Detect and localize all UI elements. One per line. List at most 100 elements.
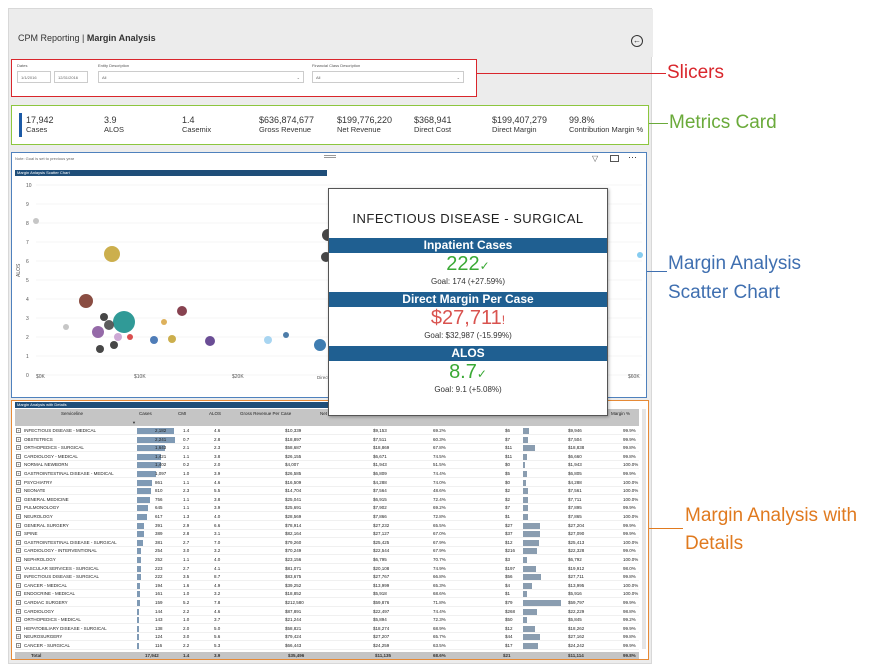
expand-icon[interactable]: + [16,600,21,605]
margin-databar [523,496,528,503]
expand-icon[interactable]: + [16,565,21,571]
expand-icon[interactable]: + [16,634,21,640]
expand-icon[interactable]: + [16,574,21,580]
expand-icon[interactable]: + [16,462,21,468]
table-row[interactable]: + PULMONOLOGY 645 1.1 3.9 $25,691 $7,902 69.2% $… [15,504,639,513]
expand-icon[interactable]: + [16,531,21,537]
table-row[interactable]: + INFECTIOUS DISEASE - SURGICAL 222 3.5 8.7 $… [15,573,639,582]
expand-icon[interactable]: + [16,445,21,451]
table-row[interactable]: + GENERAL SURGERY 391 2.9 6.6 $78,914 $27,232 6… [15,522,639,530]
expand-icon[interactable]: + [16,514,21,519]
expand-icon[interactable]: + [16,496,21,502]
col-alos[interactable]: ALOS [209,411,222,416]
expand-icon[interactable]: + [16,436,21,442]
scatter-point [161,319,167,325]
scatter-point [150,336,158,344]
table-row[interactable]: + CARDIAC SURGERY 159 5.2 7.8 $212,580 $59,876… [15,599,639,607]
col-cases[interactable]: Cases [139,411,152,416]
table-scrollbar[interactable] [642,409,646,649]
dates-slicer[interactable]: Dates 1/1/2016 12/31/2016 [17,63,91,83]
table-row[interactable]: + CARDIOLOGY - INTERVENTIONAL 254 3.0 3.2 $70… [15,547,639,556]
table-row[interactable]: + SPINE 389 2.8 3.1 $82,164 $27,127 67.0% $37 $27… [15,530,639,539]
table-row[interactable]: + ORTHOPEDICS - MEDICAL 143 1.0 3.7 $21,244 $5… [15,616,639,625]
scatter-point [100,313,108,321]
expand-icon[interactable]: + [16,428,21,433]
cases-databar [137,557,142,563]
sort-arrow-icon[interactable]: ▼ [132,420,136,425]
scatter-point [205,336,215,346]
expand-icon[interactable]: + [16,591,21,597]
expand-icon[interactable]: + [16,548,21,554]
table-row[interactable]: + VASCULAR SERVICES - SURGICAL 223 2.7 4.1 $8… [15,565,639,573]
table-row[interactable]: + ENDOCRINE - MEDICAL 161 1.0 3.2 $18,852 $5,9… [15,590,639,599]
expand-icon[interactable]: + [16,617,21,623]
entity-slicer[interactable]: Entity Description All ⌄ [98,63,304,83]
details-title: Margin Analysis with Details [15,402,333,408]
table-row[interactable]: + GASTROINTESTINAL DISEASE - MEDICAL 1,097… [15,470,639,478]
y-tick-label: 4 [26,297,29,303]
financial-class-dropdown[interactable]: All ⌄ [312,71,464,83]
scatter-point [264,336,272,344]
margin-databar [523,634,541,641]
drag-handle[interactable] [324,155,336,158]
expand-icon[interactable]: + [16,539,21,545]
table-row[interactable]: + CARDIOLOGY 144 2.2 4.6 $87,891 $22,497 74.4% $… [15,608,639,616]
expand-icon[interactable]: + [16,625,21,631]
cases-databar [137,643,139,649]
table-row[interactable]: + NEUROLOGY 617 1.3 4.0 $28,569 $7,866 72.8% $1 $… [15,513,639,521]
details-table-visual[interactable]: Margin Analysis with Details Serviceline… [11,400,649,660]
expand-icon[interactable]: + [16,643,21,648]
financial-class-slicer[interactable]: Financial Class Description All ⌄ [312,63,464,83]
cases-databar [137,522,144,529]
back-arrow-icon[interactable]: ← [631,35,643,47]
table-row[interactable]: + GASTROINTESTINAL DISEASE - SURGICAL 381 2… [15,539,639,547]
table-row[interactable]: + NEUROSURGERY 124 3.0 5.6 $79,424 $27,207 65.7… [15,633,639,642]
table-row[interactable]: + OBSTETRICS 2,241 0.7 2.8 $18,897 $7,511 60.3%… [15,436,639,444]
date-end-input[interactable]: 12/31/2016 [54,71,88,83]
table-row[interactable]: + NORMAL NEWBORN 1,402 0.2 2.0 $4,007 $1,943 51… [15,461,639,470]
callout-slicers: Slicers [667,62,725,83]
table-row[interactable]: + NEPHROLOGY 252 1.1 4.0 $23,156 $6,795 70.7% $3… [15,556,639,564]
metric-casemix: 1.4 Casemix [182,115,212,134]
entity-dropdown[interactable]: All ⌄ [98,71,304,83]
col-serviceline[interactable]: Serviceline [61,411,84,416]
table-row[interactable]: + CARDIOLOGY - MEDICAL 1,421 1.1 3.8 $26,155 $… [15,453,639,461]
scatter-point [104,320,114,330]
table-row[interactable]: + HEPATOBILIARY DISEASE - SURGICAL 138 2.0 5… [15,625,639,633]
expand-icon[interactable]: + [16,488,21,494]
filter-icon[interactable]: ▽ [592,154,599,163]
table-row[interactable]: + CANCER - MEDICAL 194 1.6 4.9 $39,252 $13,999… [15,582,639,590]
cases-databar [137,565,141,572]
scatter-point [314,339,326,351]
expand-icon[interactable]: + [16,557,21,562]
table-row[interactable]: + ORTHOPEDICS - SURGICAL 1,643 2.1 2.3 $58,68… [15,444,639,453]
date-start-input[interactable]: 1/1/2016 [17,71,51,83]
expand-icon[interactable]: + [16,608,21,614]
expand-icon[interactable]: + [16,522,21,528]
scatter-point [113,311,135,333]
expand-icon[interactable]: + [16,479,21,485]
table-row[interactable]: + NEONATE 810 2.3 5.5 $14,704 $7,564 48.6% $2 $7,… [15,487,639,496]
scatter-point [63,324,69,330]
table-row[interactable]: + INFECTIOUS DISEASE - MEDICAL 2,182 1.4 4.6… [15,427,639,435]
col-cmi[interactable]: CMI [178,411,187,416]
table-row[interactable]: + CANCER - SURGICAL 116 2.2 5.3 $66,443 $24,25… [15,642,639,650]
tooltip-goal-cases: Goal: 174 (+27.59%) [430,277,506,286]
table-row[interactable]: + PSYCHIATRY 861 1.1 4.6 $16,509 $4,288 74.0% $0… [15,479,639,487]
col-gross-rev[interactable]: Gross Revenue Per Case [240,411,292,416]
chevron-down-icon: ⌄ [456,75,460,80]
more-options-icon[interactable]: ⋯ [628,152,637,162]
expand-icon[interactable]: + [16,505,21,511]
scatter-point [92,326,104,338]
margin-databar [523,591,527,598]
margin-databar [523,436,528,443]
expand-icon[interactable]: + [16,453,21,459]
scatter-point [79,294,93,308]
table-row[interactable]: + GENERAL MEDICINE 756 1.1 3.8 $25,041 $6,915 7… [15,496,639,504]
expand-icon[interactable]: + [16,471,21,476]
expand-icon[interactable]: + [16,582,21,588]
scatter-point [33,218,39,224]
check-icon: ✓ [479,259,490,273]
col-margin-pct[interactable]: Margin % [611,411,631,416]
focus-mode-icon[interactable] [610,155,619,162]
